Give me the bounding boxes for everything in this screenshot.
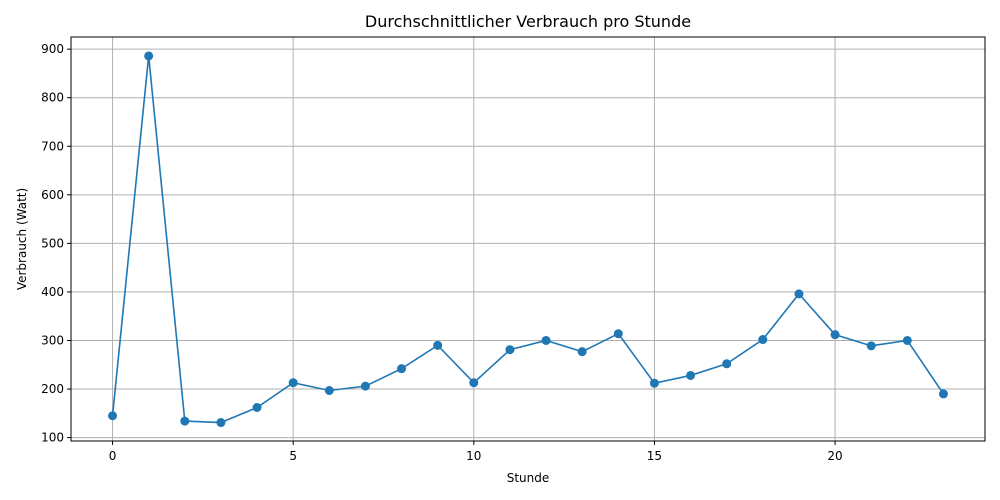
data-point [722,359,732,369]
axis-ticks: 0 5 10 15 20 100 200 300 400 500 600 700 800 900 [41,42,843,463]
y-tick-label: 100 [41,431,64,445]
x-tick-label: 5 [289,449,297,463]
data-point [288,378,298,388]
data-point [144,51,154,61]
data-point [180,416,190,426]
data-point [469,378,479,388]
data-point [938,389,948,399]
data-point [108,411,118,421]
data-point [360,381,370,391]
x-axis-label: Stunde [507,471,550,485]
chart-title: Durchschnittlicher Verbrauch pro Stunde [365,12,691,31]
y-tick-label: 600 [41,188,64,202]
series-line [111,55,945,424]
data-point [758,335,768,345]
x-tick-label: 20 [827,449,842,463]
data-point [830,330,840,340]
data-point [866,341,876,351]
plot-frame [70,36,986,442]
plot-area [108,51,948,428]
data-point [252,402,262,412]
data-point [324,386,334,395]
y-tick-label: 900 [41,42,64,56]
y-tick-label: 700 [41,139,64,153]
data-point [541,335,551,345]
y-tick-label: 300 [41,333,64,347]
x-tick-label: 10 [466,449,481,463]
x-tick-label: 15 [647,449,662,463]
data-point [216,418,226,428]
data-point [649,378,659,388]
data-point [686,370,696,380]
x-tick-label: 0 [109,449,117,463]
data-point [397,364,407,374]
data-point [433,340,443,350]
data-point [505,345,515,355]
data-point [577,347,587,357]
y-tick-label: 800 [41,91,64,105]
data-point [794,289,804,299]
grid [71,37,985,441]
y-tick-label: 200 [41,382,64,396]
y-axis-label: Verbrauch (Watt) [15,188,29,290]
y-tick-label: 500 [41,236,64,250]
data-point [613,329,623,339]
data-point [902,335,912,345]
y-tick-label: 400 [41,285,64,299]
